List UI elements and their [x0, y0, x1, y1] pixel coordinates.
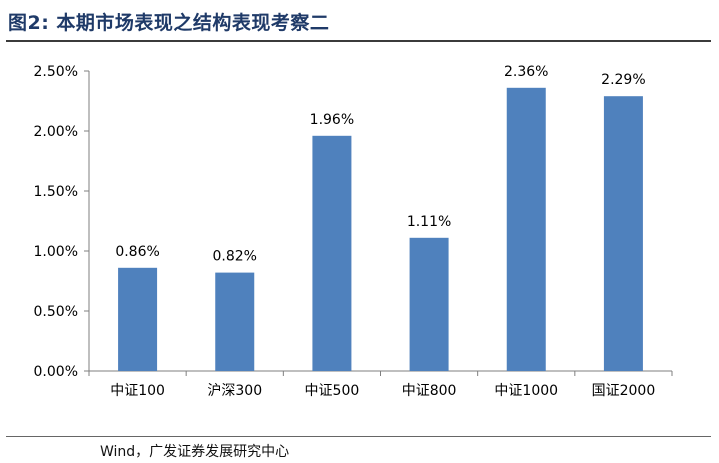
data-labels: 0.86% 0.82% 1.96% 1.11% 2.36% 2.29%: [115, 64, 645, 265]
y-tick-label: 1.00%: [34, 244, 78, 260]
x-category-label: 中证500: [305, 383, 360, 399]
source-note: Wind，广发证券发展研究中心: [100, 444, 290, 460]
y-tick-label: 2.00%: [34, 124, 78, 140]
y-tick-label: 1.50%: [34, 184, 78, 200]
footer-divider: [6, 436, 711, 437]
y-axis: 0.00% 0.50% 1.00% 1.50% 2.00% 2.50%: [34, 64, 90, 380]
x-axis: 中证100 沪深300 中证500 中证800 中证1000 国证2000: [88, 370, 673, 399]
y-tick-label: 2.50%: [34, 64, 78, 80]
bar-value-label: 1.11%: [407, 214, 451, 230]
bar-chart: 0.00% 0.50% 1.00% 1.50% 2.00% 2.50% 中证100 沪深30…: [34, 64, 673, 399]
bar: [118, 267, 158, 371]
source-fade: [0, 437, 104, 457]
y-tick-label: 0.00%: [34, 364, 78, 380]
bar-value-label: 0.86%: [115, 244, 159, 260]
bar: [215, 272, 255, 371]
bar-value-label: 0.82%: [213, 249, 257, 265]
bar-value-label: 1.96%: [310, 112, 354, 128]
y-tick-label: 0.50%: [34, 304, 78, 320]
bar-value-label: 2.36%: [504, 64, 548, 80]
bar: [603, 96, 643, 371]
x-category-label: 中证1000: [494, 383, 558, 399]
figure-title: 图2: 本期市场表现之结构表现考察二: [8, 12, 330, 34]
bar: [409, 237, 449, 371]
title-divider: [6, 40, 711, 42]
x-category-label: 沪深300: [207, 383, 262, 399]
bar: [506, 87, 546, 372]
bar: [312, 135, 352, 371]
x-category-label: 中证100: [110, 383, 165, 399]
bars: [118, 87, 643, 372]
x-category-label: 国证2000: [592, 383, 656, 399]
bar-value-label: 2.29%: [601, 72, 645, 88]
x-category-label: 中证800: [402, 383, 457, 399]
